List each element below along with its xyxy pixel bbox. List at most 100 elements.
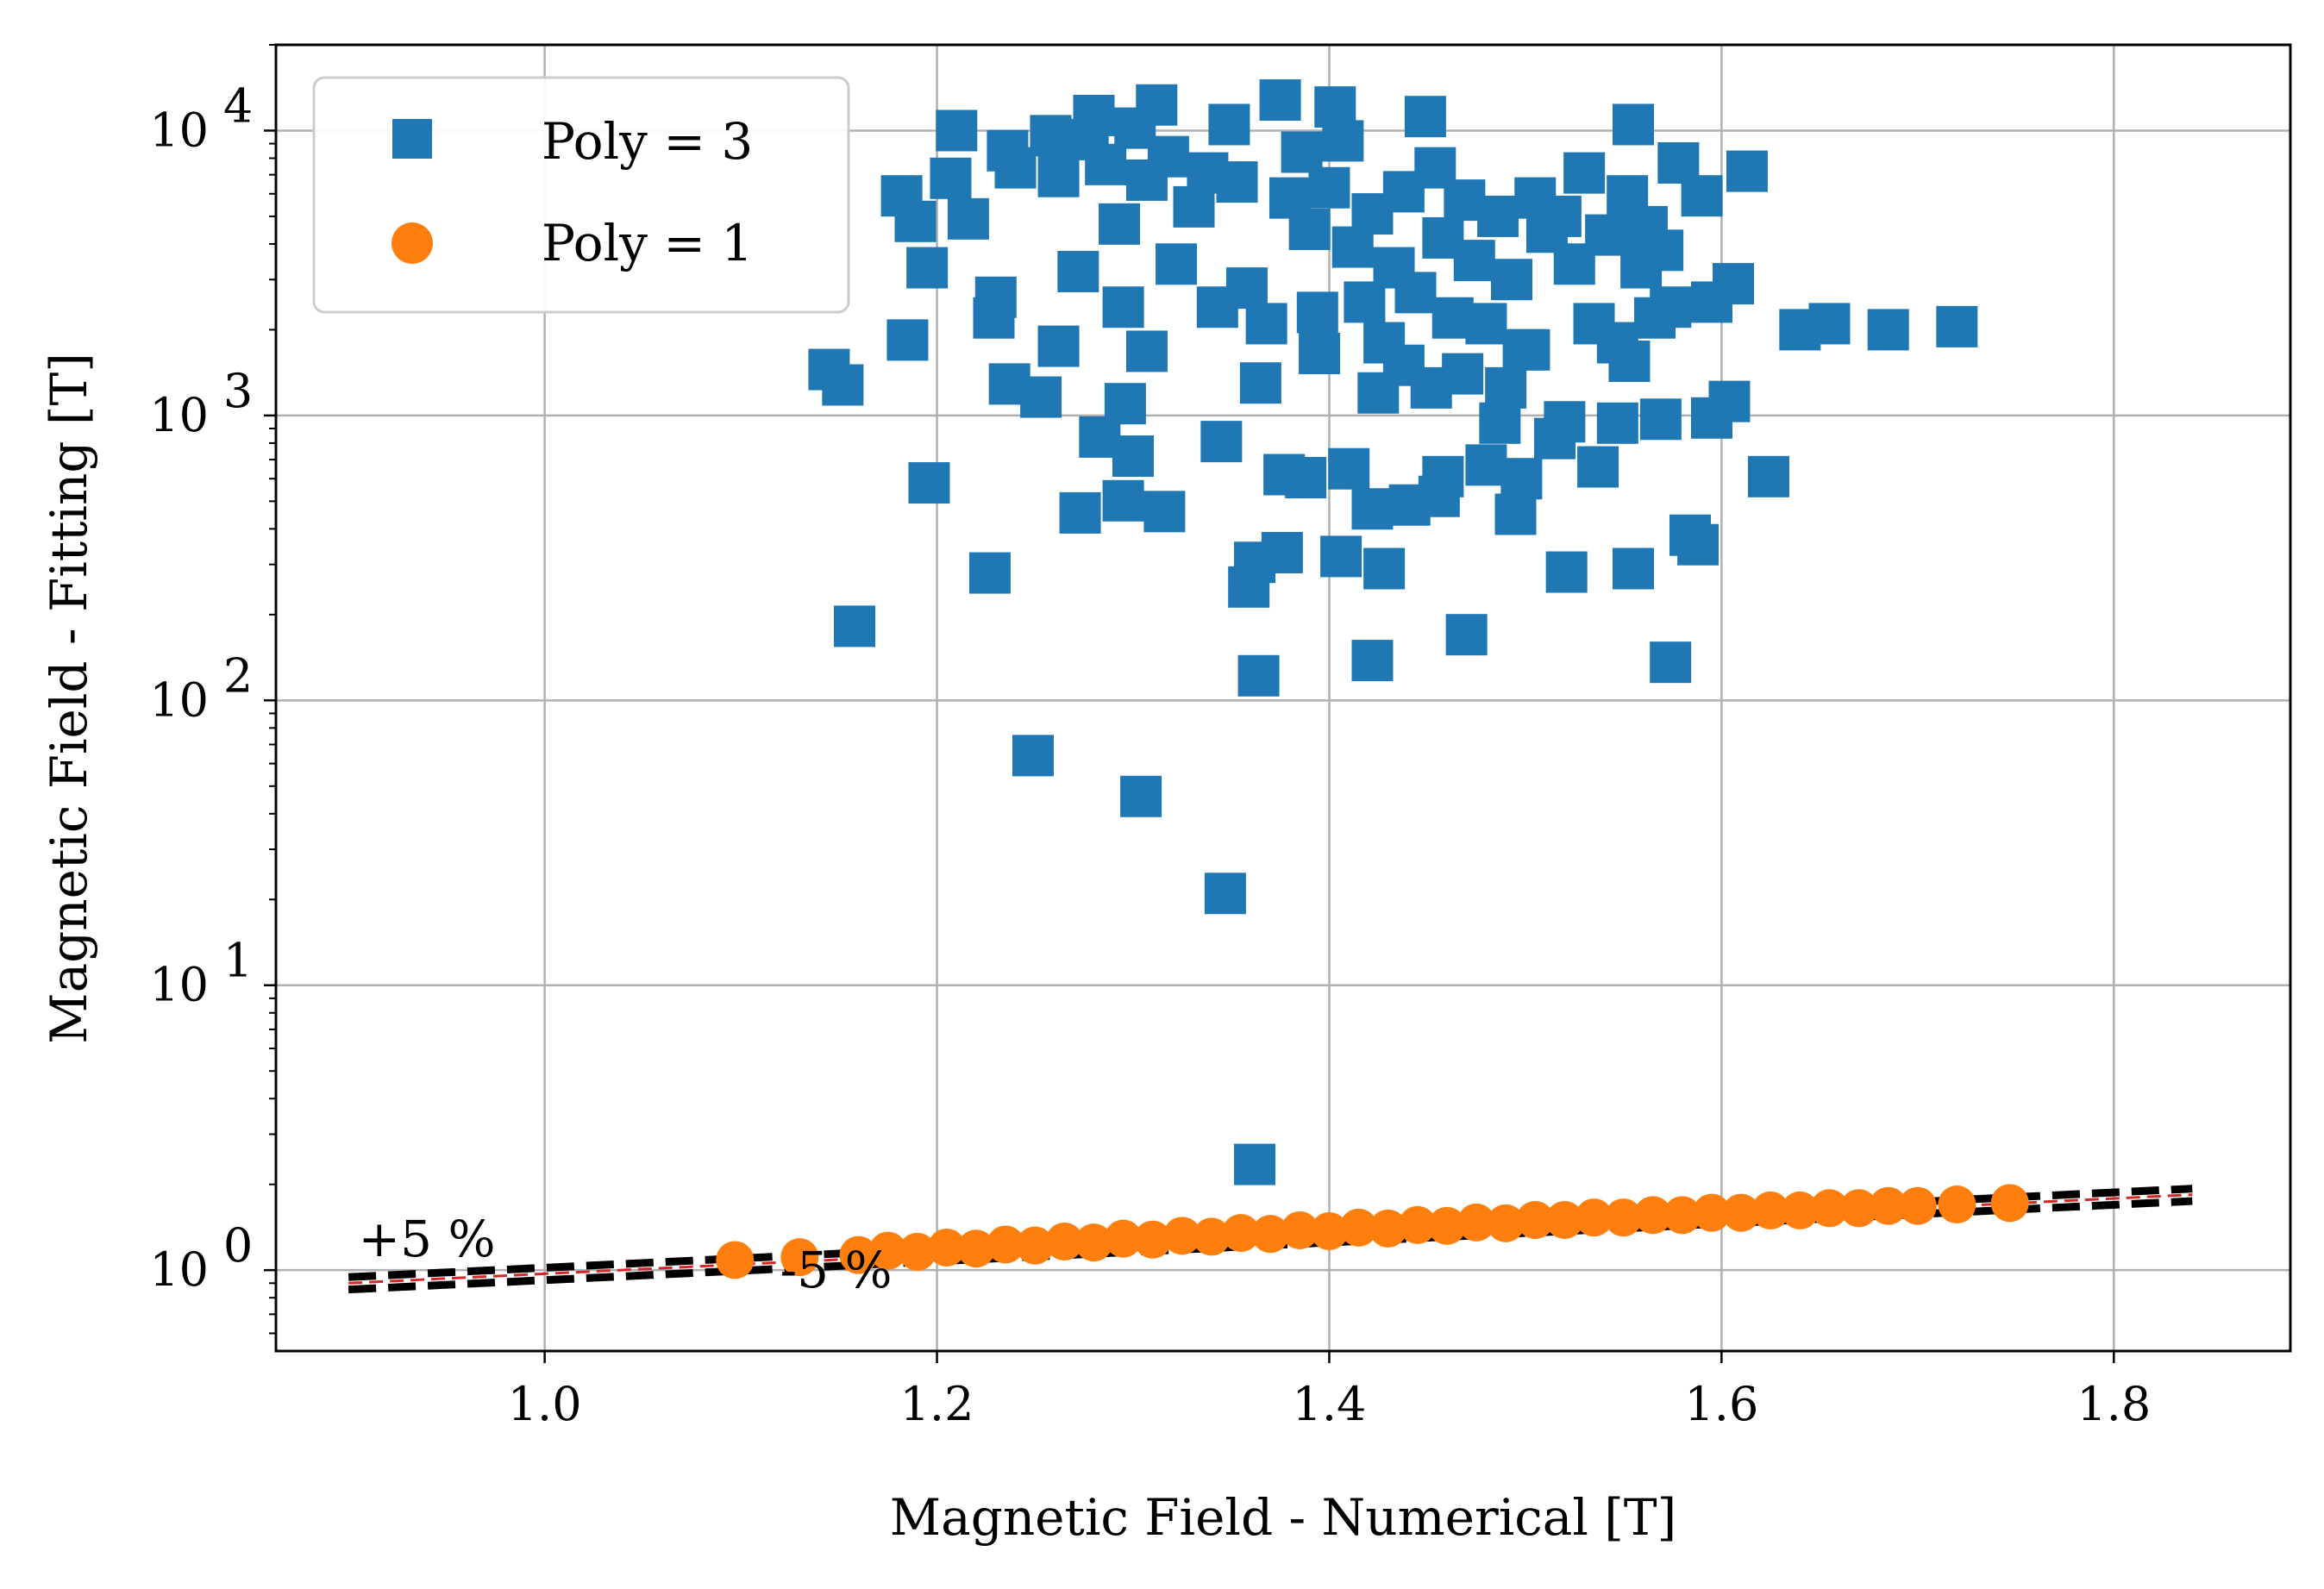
- poly3-point: [1936, 305, 1978, 347]
- poly3-point: [936, 109, 978, 152]
- poly3-point: [1012, 735, 1054, 777]
- poly1-point: [1545, 1200, 1584, 1239]
- poly1-point: [1810, 1189, 1849, 1228]
- poly3-point: [1261, 531, 1303, 573]
- y-tick-label: 10: [149, 388, 209, 442]
- poly3-point: [1563, 152, 1606, 194]
- poly3-point: [1320, 535, 1362, 578]
- poly1-point: [839, 1236, 878, 1274]
- poly3-point: [994, 147, 1037, 189]
- poly3-point: [1596, 322, 1638, 364]
- poly1-point: [1162, 1217, 1201, 1255]
- poly3-point: [1200, 421, 1243, 463]
- poly3-point: [1281, 131, 1323, 173]
- y-tick-label: 10: [149, 958, 209, 1012]
- poly3-point: [1299, 333, 1341, 375]
- plot-frame: [274, 43, 2292, 1353]
- poly3-point: [1453, 240, 1495, 282]
- poly3-point: [1613, 103, 1655, 146]
- poly3-point: [1494, 493, 1537, 535]
- poly3-point: [1112, 435, 1154, 478]
- poly1-point: [1281, 1211, 1319, 1249]
- poly3-point: [1639, 398, 1682, 441]
- poly3-point: [1394, 272, 1437, 314]
- poly1-point: [1398, 1205, 1437, 1244]
- legend: Poly = 3 Poly = 1: [312, 76, 850, 314]
- y-tick-label: 10: [149, 103, 209, 157]
- poly3-point: [1677, 523, 1720, 566]
- poly3-point: [1404, 96, 1446, 138]
- poly1-point: [1633, 1196, 1672, 1235]
- bound-annotation: -5 %: [780, 1241, 893, 1299]
- poly3-point: [908, 462, 950, 504]
- poly3-point: [1596, 402, 1638, 444]
- poly1-point: [1751, 1191, 1790, 1229]
- poly1-point: [1869, 1186, 1907, 1225]
- plot-marks: [716, 79, 2029, 1279]
- poly1-point: [1251, 1215, 1290, 1254]
- poly1-point: [1045, 1222, 1084, 1261]
- poly3-point: [1479, 402, 1521, 444]
- poly1-point: [1427, 1206, 1466, 1245]
- poly1-point: [1074, 1223, 1113, 1262]
- poly1-point: [1192, 1217, 1231, 1256]
- x-tick-label: 1.6: [1684, 1377, 1758, 1431]
- poly3-point: [1239, 362, 1281, 404]
- poly1-point: [1369, 1209, 1407, 1248]
- x-axis-title: Magnetic Field - Numerical [T]: [890, 1488, 1677, 1547]
- poly3-point: [1037, 155, 1080, 197]
- poly3-point: [930, 157, 972, 199]
- x-axis: 1.0 1.2 1.4 1.6 1.8: [508, 1351, 2151, 1431]
- y-axis-title: Magnetic Field - Fitting [T]: [40, 353, 98, 1044]
- poly3-point: [1085, 143, 1127, 185]
- poly3-point: [1037, 325, 1080, 367]
- poly1-point: [1692, 1193, 1731, 1232]
- poly3-point: [1259, 79, 1301, 122]
- y-tick-exponent: 1: [223, 934, 253, 988]
- poly3-point: [1120, 775, 1162, 817]
- y-tick-exponent: 4: [223, 78, 253, 133]
- poly3-point: [1681, 175, 1723, 217]
- legend-label-poly3: Poly = 3: [542, 112, 753, 171]
- y-axis: 10 0 10 1 10 2 10 3 10 4: [149, 44, 276, 1335]
- poly1-point: [927, 1228, 966, 1267]
- poly3-point: [822, 364, 864, 406]
- poly3-point: [1156, 243, 1198, 285]
- poly3-point: [1613, 547, 1655, 590]
- annotations: +5 % -5 %: [359, 1210, 893, 1299]
- poly3-point: [1059, 491, 1101, 534]
- poly1-point: [1575, 1198, 1613, 1237]
- poly1-point: [1938, 1185, 1976, 1224]
- y-tick-label: 10: [149, 673, 209, 727]
- poly3-point: [1102, 479, 1144, 522]
- poly1-point: [898, 1232, 936, 1271]
- poly3-point: [1445, 614, 1488, 656]
- poly1-point: [1133, 1220, 1172, 1259]
- poly3-point: [1500, 458, 1543, 500]
- poly3-point: [1465, 303, 1507, 345]
- poly3-point: [886, 319, 929, 361]
- y-tick-label: 10: [149, 1242, 209, 1297]
- poly3-point: [1726, 150, 1768, 192]
- poly3-point: [1585, 214, 1627, 256]
- poly3-point: [1713, 263, 1755, 305]
- poly3-point: [1747, 455, 1789, 497]
- poly3-point: [1285, 457, 1327, 499]
- legend-circle-marker: [392, 222, 433, 264]
- poly1-point: [868, 1231, 907, 1270]
- poly1-point: [1222, 1214, 1261, 1253]
- poly3-point: [1143, 491, 1186, 533]
- poly1-point: [987, 1225, 1025, 1264]
- poly1-point: [1722, 1193, 1761, 1232]
- poly3-point: [1102, 286, 1144, 328]
- poly3-point: [1245, 303, 1287, 345]
- poly3-point: [1442, 353, 1484, 395]
- poly3-point: [1099, 203, 1141, 245]
- poly3-point: [1296, 291, 1338, 334]
- poly3-point: [974, 276, 1017, 318]
- poly1-point: [1016, 1226, 1055, 1265]
- poly3-point: [947, 197, 989, 240]
- poly3-point: [1577, 446, 1619, 488]
- poly3-point: [1308, 166, 1350, 209]
